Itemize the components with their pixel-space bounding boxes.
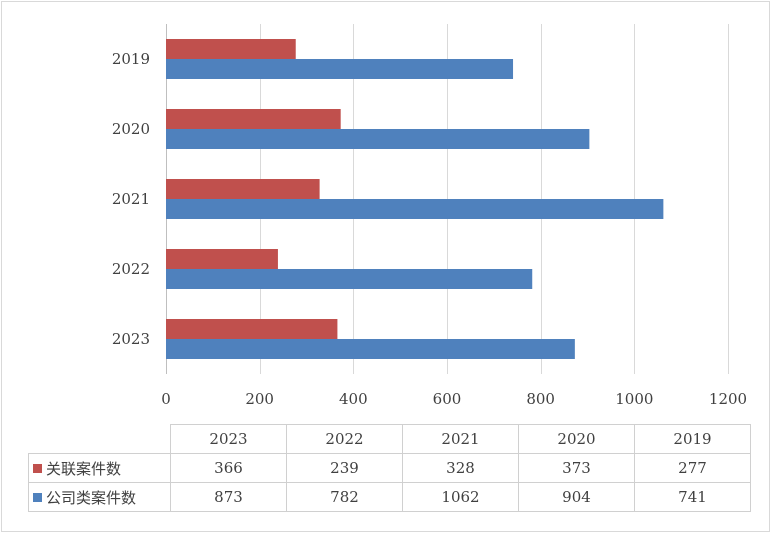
data-table-column-header: 2021 [402, 424, 519, 454]
value-axis-labels: 0 200 400 600 800 1000 1200 [161, 390, 747, 408]
data-table-cell: 239 [286, 453, 403, 483]
value-tick-label: 800 [526, 390, 555, 408]
category-tick-label: 2019 [112, 50, 150, 68]
bar-related-cases [166, 249, 278, 269]
legend-key-related-cases [33, 464, 42, 473]
data-table-column-header: 2022 [286, 424, 403, 454]
value-tick-label: 0 [161, 390, 171, 408]
data-table-row-label: 公司类案件数 [28, 482, 171, 512]
value-tick-label: 200 [245, 390, 274, 408]
data-table-cell: 741 [634, 482, 751, 512]
data-table-cell: 1062 [402, 482, 519, 512]
category-tick-label: 2021 [112, 190, 150, 208]
data-table-corner [28, 424, 171, 454]
bar-chart: 2019 2020 2021 2022 2023 0 200 400 600 800 1000 12… [112, 24, 747, 408]
value-tick-label: 1200 [709, 390, 747, 408]
category-tick-label: 2020 [112, 120, 150, 138]
bar-company-cases [166, 269, 533, 289]
category-tick-label: 2022 [112, 260, 150, 278]
data-table-column-header: 2019 [634, 424, 751, 454]
data-table-row-label: 关联案件数 [28, 453, 171, 483]
category-axis-labels: 2019 2020 2021 2022 2023 [112, 50, 150, 348]
bar-company-cases [166, 59, 514, 79]
data-table-cell: 373 [518, 453, 635, 483]
category-tick-label: 2023 [112, 330, 150, 348]
data-table: 2023 2022 2021 2020 2019 关联案件数 366 239 3… [28, 424, 751, 512]
bar-related-cases [166, 179, 320, 199]
data-table-cell: 328 [402, 453, 519, 483]
value-tick-label: 600 [433, 390, 462, 408]
bar-company-cases [166, 129, 590, 149]
series-name: 公司类案件数 [46, 488, 137, 507]
series-name: 关联案件数 [46, 459, 122, 478]
data-table-column-header: 2023 [170, 424, 287, 454]
data-table-row-company-cases: 公司类案件数 873 782 1062 904 741 [28, 482, 751, 512]
data-table-cell: 904 [518, 482, 635, 512]
data-table-column-header: 2020 [518, 424, 635, 454]
data-table-cell: 277 [634, 453, 751, 483]
bar-related-cases [166, 109, 341, 129]
legend-key-company-cases [33, 493, 42, 502]
bar-company-cases [166, 339, 575, 359]
bar-company-cases [166, 199, 664, 219]
data-table-cell: 782 [286, 482, 403, 512]
bar-related-cases [166, 39, 296, 59]
data-table-cell: 366 [170, 453, 287, 483]
bars [166, 39, 664, 359]
value-tick-label: 400 [339, 390, 368, 408]
value-tick-label: 1000 [615, 390, 653, 408]
data-table-cell: 873 [170, 482, 287, 512]
data-table-header-row: 2023 2022 2021 2020 2019 [28, 424, 751, 454]
data-table-row-related-cases: 关联案件数 366 239 328 373 277 [28, 453, 751, 483]
bar-related-cases [166, 319, 338, 339]
